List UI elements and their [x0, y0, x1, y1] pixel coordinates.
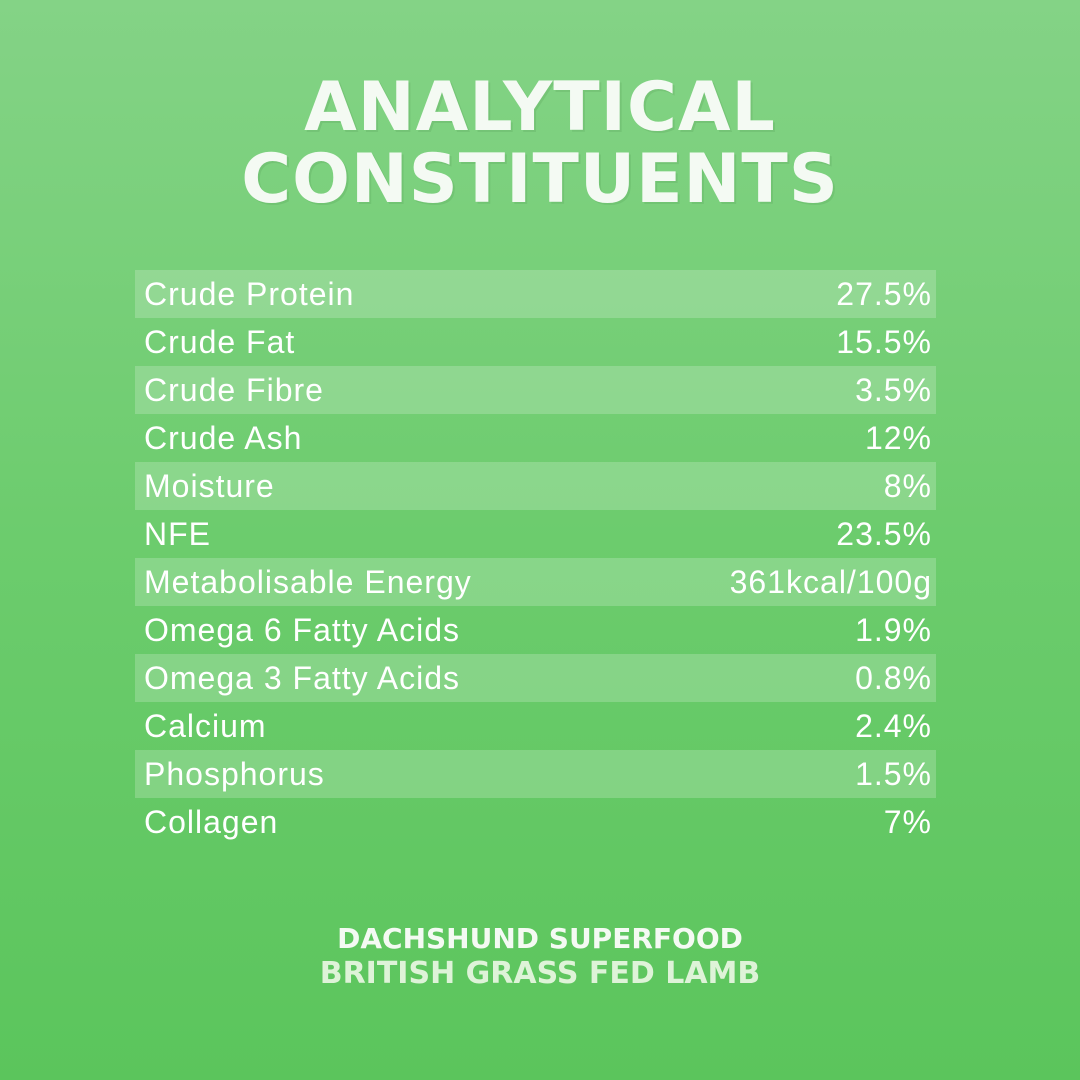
brand-name: DACHSHUND SUPERFOOD — [337, 922, 743, 955]
constituent-name: Phosphorus — [144, 755, 325, 792]
constituent-value: 361kcal/100g — [729, 563, 932, 600]
constituent-value: 1.5% — [855, 755, 932, 792]
constituent-value: 0.8% — [855, 659, 932, 696]
table-row: Crude Fibre 3.5% — [135, 366, 936, 414]
table-row: NFE 23.5% — [135, 510, 936, 558]
constituent-name: Crude Protein — [144, 275, 355, 312]
constituent-name: Crude Fat — [144, 323, 296, 360]
title-line-1: ANALYTICAL — [304, 68, 776, 147]
constituent-name: Metabolisable Energy — [144, 563, 472, 600]
table-row: Crude Protein 27.5% — [135, 270, 936, 318]
table-row: Moisture 8% — [135, 462, 936, 510]
table-row: Calcium 2.4% — [135, 702, 936, 750]
footer: DACHSHUND SUPERFOOD BRITISH GRASS FED LA… — [0, 922, 1080, 992]
constituent-value: 27.5% — [836, 275, 932, 312]
constituent-value: 1.9% — [855, 611, 932, 648]
table-row: Crude Ash 12% — [135, 414, 936, 462]
constituent-value: 8% — [883, 467, 932, 504]
constituent-value: 7% — [883, 803, 932, 840]
constituent-value: 2.4% — [855, 707, 932, 744]
constituent-value: 15.5% — [836, 323, 932, 360]
constituent-name: Crude Fibre — [144, 371, 324, 408]
table-row: Omega 3 Fatty Acids 0.8% — [135, 654, 936, 702]
page-title: ANALYTICAL CONSTITUENTS — [0, 72, 1080, 216]
title-line-2: CONSTITUENTS — [241, 140, 839, 219]
table-row: Omega 6 Fatty Acids 1.9% — [135, 606, 936, 654]
product-name: BRITISH GRASS FED LAMB — [319, 956, 761, 991]
constituent-value: 3.5% — [855, 371, 932, 408]
table-row: Collagen 7% — [135, 798, 936, 846]
constituent-value: 23.5% — [836, 515, 932, 552]
table-row: Crude Fat 15.5% — [135, 318, 936, 366]
constituent-value: 12% — [864, 419, 932, 456]
constituents-table: Crude Protein 27.5% Crude Fat 15.5% Crude … — [135, 270, 936, 846]
constituent-name: Omega 3 Fatty Acids — [144, 659, 461, 696]
constituent-name: Collagen — [144, 803, 279, 840]
table-row: Phosphorus 1.5% — [135, 750, 936, 798]
constituent-name: Omega 6 Fatty Acids — [144, 611, 461, 648]
constituent-name: Moisture — [144, 467, 275, 504]
constituent-name: NFE — [144, 515, 211, 552]
constituent-name: Crude Ash — [144, 419, 303, 456]
constituent-name: Calcium — [144, 707, 267, 744]
table-row: Metabolisable Energy 361kcal/100g — [135, 558, 936, 606]
